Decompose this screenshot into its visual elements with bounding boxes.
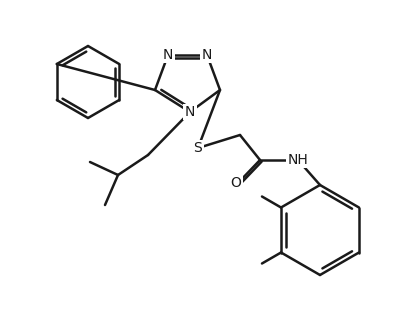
Text: NH: NH: [287, 153, 308, 167]
Text: N: N: [201, 48, 212, 62]
Text: N: N: [184, 105, 195, 119]
Text: S: S: [193, 141, 202, 155]
Text: N: N: [162, 48, 173, 62]
Text: O: O: [230, 176, 241, 190]
